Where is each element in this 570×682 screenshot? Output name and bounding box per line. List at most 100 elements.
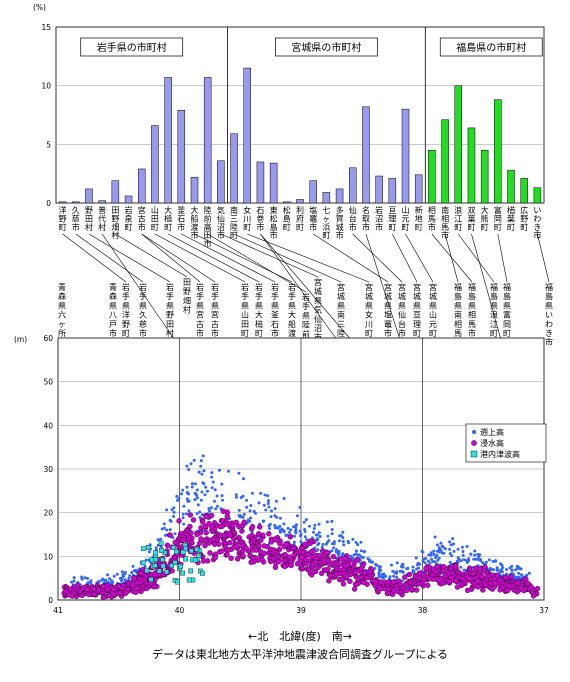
inundation-point — [164, 542, 171, 548]
runup-point — [127, 576, 131, 580]
runup-point — [289, 528, 293, 532]
runup-point — [172, 506, 176, 510]
runup-point — [242, 512, 246, 516]
harbor-point — [196, 553, 202, 559]
runup-point — [168, 518, 172, 522]
inundation-point — [434, 563, 440, 570]
bar-category-label: 大槌町 — [164, 205, 172, 232]
runup-point — [377, 571, 381, 575]
bar-category-label: 山田町 — [151, 205, 159, 232]
harbor-point — [158, 540, 164, 546]
bar-category-label: 気仙沼市 — [217, 205, 225, 240]
inundation-point — [361, 579, 367, 586]
inundation-point — [219, 523, 225, 529]
inundation-point — [209, 512, 215, 519]
inundation-point — [298, 554, 305, 560]
runup-point — [313, 523, 317, 527]
runup-point — [249, 516, 253, 520]
runup-point — [358, 558, 362, 562]
runup-point — [197, 470, 201, 474]
inundation-point — [313, 559, 319, 566]
runup-point — [250, 491, 254, 495]
inundation-point — [302, 541, 308, 547]
runup-point — [437, 547, 441, 551]
bar-yticks: 0 5 10 15 — [41, 23, 51, 208]
place-label: 岩手県山田町 — [241, 282, 249, 338]
inundation-point — [464, 587, 471, 594]
runup-point — [491, 559, 495, 563]
place-labels: 青森県六ヶ所村青森県八戸市岩手県洋野町岩手県久慈市岩手県野田村田野畑村岩手県普代… — [58, 277, 553, 455]
inundation-point — [338, 556, 344, 562]
harbor-point — [175, 579, 180, 585]
scatter-xtick-label: 40 — [175, 606, 185, 615]
runup-point — [421, 559, 425, 563]
inundation-point — [340, 581, 347, 587]
inundation-point — [220, 508, 226, 514]
runup-point — [163, 533, 167, 537]
inundation-point — [117, 590, 123, 596]
runup-point — [411, 565, 415, 569]
inundation-point — [304, 561, 310, 567]
runup-point — [193, 491, 197, 495]
runup-point — [335, 548, 338, 552]
runup-point — [456, 547, 460, 551]
place-label: 宮城県気仙沼市 — [314, 277, 322, 342]
runup-point — [362, 550, 366, 554]
runup-point — [443, 547, 447, 551]
bar — [98, 200, 106, 204]
inundation-point — [270, 556, 276, 562]
place-label: 岩手県釜石市 — [271, 282, 279, 338]
connector-line — [458, 233, 495, 283]
inundation-point — [354, 557, 360, 563]
runup-point — [268, 522, 272, 526]
inundation-point — [489, 586, 496, 592]
bar-category-label: 岩泉町 — [125, 205, 133, 232]
inundation-point — [453, 578, 459, 584]
inundation-point — [347, 571, 354, 578]
inundation-point — [239, 523, 245, 529]
inundation-point — [271, 549, 277, 555]
bar — [243, 67, 251, 204]
runup-point — [123, 578, 127, 582]
inundation-point — [84, 586, 90, 593]
bar-category-label: 石巻市 — [256, 206, 264, 232]
runup-point — [354, 549, 358, 553]
inundation-point — [340, 570, 347, 577]
inundation-point — [222, 543, 228, 550]
runup-point — [203, 493, 207, 497]
inundation-point — [477, 566, 483, 572]
inundation-point — [286, 554, 293, 560]
runup-point — [185, 485, 189, 489]
runup-point — [245, 505, 249, 509]
runup-point — [220, 494, 224, 498]
runup-point — [316, 548, 320, 552]
bar-category-label: 相馬市 — [428, 205, 436, 232]
runup-point — [156, 538, 160, 542]
runup-point — [106, 573, 109, 577]
runup-point — [130, 571, 134, 574]
inundation-point — [352, 581, 359, 588]
runup-point — [192, 458, 196, 462]
place-label: 福島県相馬市 — [468, 283, 476, 338]
runup-point — [457, 557, 461, 561]
inundation-point — [187, 512, 193, 518]
inundation-point — [271, 536, 278, 542]
place-label: 宮城県女川町 — [365, 282, 373, 338]
inundation-point — [364, 575, 370, 581]
runup-point — [429, 553, 433, 557]
runup-point — [437, 550, 441, 554]
inundation-point — [227, 540, 233, 546]
runup-point — [450, 554, 454, 558]
inundation-point — [503, 574, 509, 581]
runup-point — [338, 539, 341, 543]
runup-point — [341, 552, 345, 556]
inundation-point — [326, 578, 332, 584]
harbor-point — [186, 577, 192, 583]
harbor-point — [178, 563, 183, 569]
runup-point — [182, 522, 186, 526]
inundation-point — [458, 581, 465, 587]
scatter-ytick-label: 0 — [48, 596, 53, 605]
inundation-point — [207, 550, 213, 556]
inundation-point — [261, 550, 267, 556]
runup-point — [206, 489, 209, 493]
